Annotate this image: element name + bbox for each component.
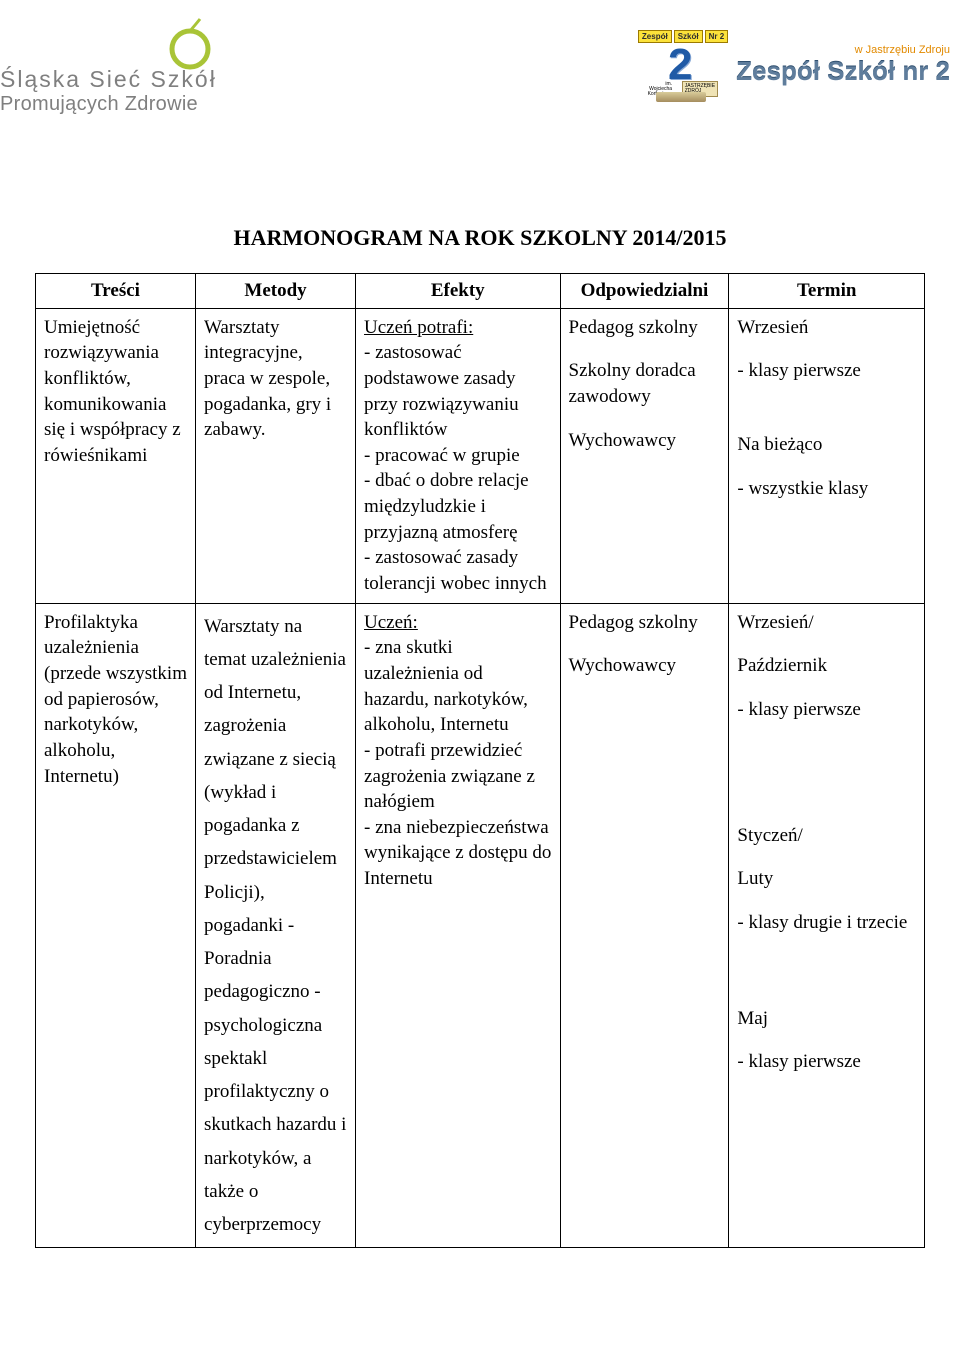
logo-left: Śląska Sieć Szkół Promujących Zdrowie	[0, 14, 220, 116]
efekty-body-0: - zastosować podstawowe zasady przy rozw…	[364, 342, 547, 594]
termin-1-7: Maj	[737, 1006, 916, 1032]
termin-1-8: - klasy pierwsze	[737, 1049, 916, 1075]
strip-pill-3: Nr 2	[705, 30, 729, 43]
logo-left-text: Śląska Sieć Szkół Promujących Zdrowie	[0, 66, 217, 116]
logo-right-badge: Zespół Szkół Nr 2 2 im. Wojciecha Korfan…	[638, 30, 728, 100]
odp-0-3: Wychowawcy	[569, 428, 721, 454]
termin-1-3: - klasy pierwsze	[737, 697, 916, 723]
apple-ring-icon	[160, 14, 220, 74]
logo-left-line2: Promujących Zdrowie	[0, 93, 217, 116]
odp-0-2: Szkolny doradca zawodowy	[569, 358, 721, 409]
document-header: Śląska Sieć Szkół Promujących Zdrowie Ze…	[0, 0, 960, 130]
odp-1-1: Pedagog szkolny	[569, 610, 721, 636]
cell-metody-0: Warsztaty integracyjne, praca w zespole,…	[196, 308, 356, 603]
th-odpowiedzialni: Odpowiedzialni	[560, 274, 729, 309]
termin-1-5: Luty	[737, 866, 916, 892]
schedule-table: Treści Metody Efekty Odpowiedzialni Term…	[35, 273, 925, 1248]
termin-0-4: - wszystkie klasy	[737, 476, 916, 502]
cell-efekty-1: Uczeń: - zna skutki uzależnienia od haza…	[356, 603, 560, 1248]
termin-1-4: Styczeń/	[737, 823, 916, 849]
th-efekty: Efekty	[356, 274, 560, 309]
cell-efekty-0: Uczeń potrafi: - zastosować podstawowe z…	[356, 308, 560, 603]
termin-1-2: Październik	[737, 653, 916, 679]
cell-odp-1: Pedagog szkolny Wychowawcy	[560, 603, 729, 1248]
cell-termin-0: Wrzesień - klasy pierwsze Na bieżąco - w…	[729, 308, 925, 603]
page-title: HARMONOGRAM NA ROK SZKOLNY 2014/2015	[35, 225, 925, 251]
efekty-body-1: - zna skutki uzależnienia od hazardu, na…	[364, 637, 551, 889]
termin-1-1: Wrzesień/	[737, 610, 916, 636]
termin-1-6: - klasy drugie i trzecie	[737, 910, 916, 936]
termin-0-2: - klasy pierwsze	[737, 358, 916, 384]
termin-0-1: Wrzesień	[737, 315, 916, 341]
odp-1-2: Wychowawcy	[569, 653, 721, 679]
logo-right: Zespół Szkół Nr 2 2 im. Wojciecha Korfan…	[638, 30, 950, 100]
cell-odp-0: Pedagog szkolny Szkolny doradca zawodowy…	[560, 308, 729, 603]
logo-right-big: Zespół Szkół nr 2	[736, 56, 950, 87]
th-metody: Metody	[196, 274, 356, 309]
cell-metody-1: Warsztaty na temat uzależnienia od Inter…	[196, 603, 356, 1248]
cell-tresci-0: Umiejętność rozwiązywania konfliktów, ko…	[36, 308, 196, 603]
badge-graphic: 2 im. Wojciecha Korfantego JASTRZĘBIE ZD…	[648, 45, 718, 100]
logo-right-small: w Jastrzębiu Zdroju	[736, 44, 950, 56]
efekty-head-1: Uczeń:	[364, 612, 418, 633]
book-icon	[656, 92, 706, 102]
logo-left-line1: Śląska Sieć Szkół	[0, 66, 217, 93]
cell-termin-1: Wrzesień/ Październik - klasy pierwsze S…	[729, 603, 925, 1248]
th-termin: Termin	[729, 274, 925, 309]
th-tresci: Treści	[36, 274, 196, 309]
table-header-row: Treści Metody Efekty Odpowiedzialni Term…	[36, 274, 925, 309]
termin-0-3: Na bieżąco	[737, 432, 916, 458]
odp-0-1: Pedagog szkolny	[569, 315, 721, 341]
table-row: Profilaktyka uzależnienia (przede wszyst…	[36, 603, 925, 1248]
table-row: Umiejętność rozwiązywania konfliktów, ko…	[36, 308, 925, 603]
efekty-head-0: Uczeń potrafi:	[364, 317, 473, 338]
logo-right-text: w Jastrzębiu Zdroju Zespół Szkół nr 2	[736, 44, 950, 87]
page-content: HARMONOGRAM NA ROK SZKOLNY 2014/2015 Tre…	[0, 130, 960, 1288]
cell-tresci-1: Profilaktyka uzależnienia (przede wszyst…	[36, 603, 196, 1248]
strip-pill-1: Zespół	[638, 30, 672, 43]
